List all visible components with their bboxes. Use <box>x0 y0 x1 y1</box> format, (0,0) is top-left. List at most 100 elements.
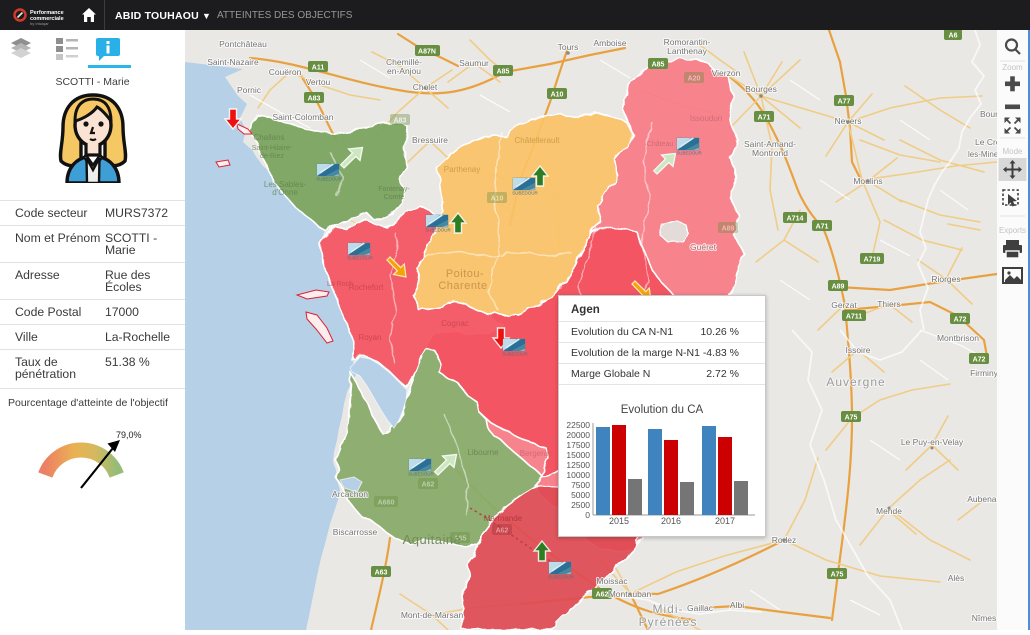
svg-text:Nîmes: Nîmes <box>972 613 997 623</box>
svg-text:0: 0 <box>585 510 590 520</box>
svg-text:A65: A65 <box>454 536 467 543</box>
svg-text:Marmande: Marmande <box>484 514 523 523</box>
svg-text:79,0%: 79,0% <box>116 430 142 440</box>
svg-text:A719: A719 <box>864 257 881 264</box>
svg-text:Challans: Challans <box>253 133 284 142</box>
svg-text:les-Mine: les-Mine <box>968 150 997 159</box>
svg-text:A77: A77 <box>838 99 851 106</box>
svg-text:A11: A11 <box>312 65 325 72</box>
svg-text:Performance: Performance <box>30 10 64 16</box>
svg-text:Saint-Colomban: Saint-Colomban <box>273 112 334 122</box>
svg-text:A85: A85 <box>652 62 665 69</box>
svg-text:Amboise: Amboise <box>593 38 626 48</box>
svg-text:Pornic: Pornic <box>237 85 262 95</box>
svg-text:Mode: Mode <box>1002 147 1023 156</box>
svg-text:Bourges: Bourges <box>745 84 777 94</box>
svg-text:A714: A714 <box>787 216 804 223</box>
svg-text:17500: 17500 <box>566 440 590 450</box>
svg-text:Vierzon: Vierzon <box>712 68 741 78</box>
svg-text:Saint-Amand-Montrond: Saint-Amand-Montrond <box>744 139 796 158</box>
svg-text:Riorges: Riorges <box>931 274 960 284</box>
svg-text:A660: A660 <box>378 500 395 507</box>
svg-text:Midi-: Midi- <box>653 602 684 616</box>
svg-text:Biscarrosse: Biscarrosse <box>333 527 378 537</box>
svg-text:A63: A63 <box>375 570 388 577</box>
svg-text:Thiers: Thiers <box>877 299 901 309</box>
svg-text:15000: 15000 <box>566 450 590 460</box>
svg-text:La Roch: La Roch <box>327 281 353 288</box>
svg-text:Exports: Exports <box>999 226 1026 235</box>
svg-text:Aubenas: Aubenas <box>967 494 997 504</box>
svg-text:A75: A75 <box>845 415 858 422</box>
svg-text:Guéret: Guéret <box>690 242 717 252</box>
svg-text:A83: A83 <box>394 118 407 125</box>
svg-text:by Intuiqar: by Intuiqar <box>30 21 49 26</box>
svg-text:Charente: Charente <box>438 280 487 292</box>
svg-text:A89: A89 <box>832 284 845 291</box>
svg-text:A75: A75 <box>831 572 844 579</box>
svg-text:Saumur: Saumur <box>459 58 489 68</box>
svg-text:Libourne: Libourne <box>467 448 499 457</box>
svg-text:Saint-Hilaire-de-Riez: Saint-Hilaire-de-Riez <box>252 145 293 160</box>
svg-text:Saint-Nazaire: Saint-Nazaire <box>207 57 259 67</box>
svg-text:Vertou: Vertou <box>306 77 331 87</box>
svg-text:A72: A72 <box>973 357 986 364</box>
svg-text:commerciale: commerciale <box>30 16 64 22</box>
svg-text:Albi: Albi <box>730 600 744 610</box>
svg-text:A62: A62 <box>496 528 509 535</box>
svg-text:2500: 2500 <box>571 500 590 510</box>
svg-text:Poitou-: Poitou- <box>446 268 484 280</box>
svg-text:Cognac: Cognac <box>441 319 469 328</box>
svg-text:A72: A72 <box>954 317 967 324</box>
svg-text:Bergerac: Bergerac <box>520 449 552 458</box>
svg-text:2016: 2016 <box>661 516 681 526</box>
svg-text:A6: A6 <box>949 33 958 40</box>
svg-text:Pyrénées: Pyrénées <box>639 615 698 629</box>
svg-text:Royan: Royan <box>358 333 381 342</box>
svg-text:Gaillac: Gaillac <box>687 603 714 613</box>
svg-text:Les Sables-d'Onne: Les Sables-d'Onne <box>264 180 307 197</box>
svg-text:Romorantin-Lanthenay: Romorantin-Lanthenay <box>664 37 711 56</box>
svg-text:Rochefort: Rochefort <box>349 283 384 292</box>
svg-text:Firminy: Firminy <box>970 368 997 378</box>
svg-text:Gerzat: Gerzat <box>831 300 857 310</box>
svg-text:A71: A71 <box>816 224 829 231</box>
svg-text:Le Puy-en-Velay: Le Puy-en-Velay <box>901 437 964 447</box>
svg-text:Châtellerault: Châtellerault <box>515 136 561 145</box>
svg-text:Parthenay: Parthenay <box>444 165 480 174</box>
svg-text:Mont-de-Marsan: Mont-de-Marsan <box>401 610 464 620</box>
svg-text:Le Creu: Le Creu <box>975 137 997 147</box>
svg-text:5000: 5000 <box>571 490 590 500</box>
svg-text:A89: A89 <box>722 226 735 233</box>
svg-text:A10: A10 <box>551 92 564 99</box>
svg-text:Tours: Tours <box>558 42 579 52</box>
svg-text:A71: A71 <box>758 115 771 122</box>
svg-text:A10: A10 <box>491 196 504 203</box>
svg-text:Bourg: Bourg <box>980 109 997 119</box>
svg-text:Pontchâteau: Pontchâteau <box>219 39 267 49</box>
svg-text:10000: 10000 <box>566 470 590 480</box>
svg-text:22500: 22500 <box>566 420 590 430</box>
svg-text:A87N: A87N <box>418 49 436 56</box>
svg-text:Issoudun: Issoudun <box>690 114 722 123</box>
svg-text:A711: A711 <box>846 314 862 321</box>
svg-text:2015: 2015 <box>609 516 629 526</box>
svg-text:Zoom: Zoom <box>1002 63 1023 72</box>
svg-text:Auvergne: Auvergne <box>826 375 885 389</box>
svg-text:7500: 7500 <box>571 480 590 490</box>
svg-text:Issoire: Issoire <box>845 345 870 355</box>
svg-text:Aquitaine: Aquitaine <box>403 532 462 547</box>
svg-text:Château: Château <box>647 141 674 148</box>
svg-text:Alès: Alès <box>948 573 965 583</box>
svg-text:A62: A62 <box>422 482 435 489</box>
svg-text:Couëron: Couëron <box>269 67 302 77</box>
svg-text:Mende: Mende <box>876 506 902 516</box>
svg-text:A62: A62 <box>596 592 609 599</box>
svg-text:A85: A85 <box>497 69 510 76</box>
svg-text:Moissac: Moissac <box>596 576 628 586</box>
svg-text:Montbrison: Montbrison <box>937 333 979 343</box>
svg-text:Fontenay-Comté: Fontenay-Comté <box>378 186 410 201</box>
svg-text:A83: A83 <box>308 96 321 103</box>
svg-text:Chemillé-en-Anjou: Chemillé-en-Anjou <box>386 57 422 76</box>
svg-text:20000: 20000 <box>566 430 590 440</box>
